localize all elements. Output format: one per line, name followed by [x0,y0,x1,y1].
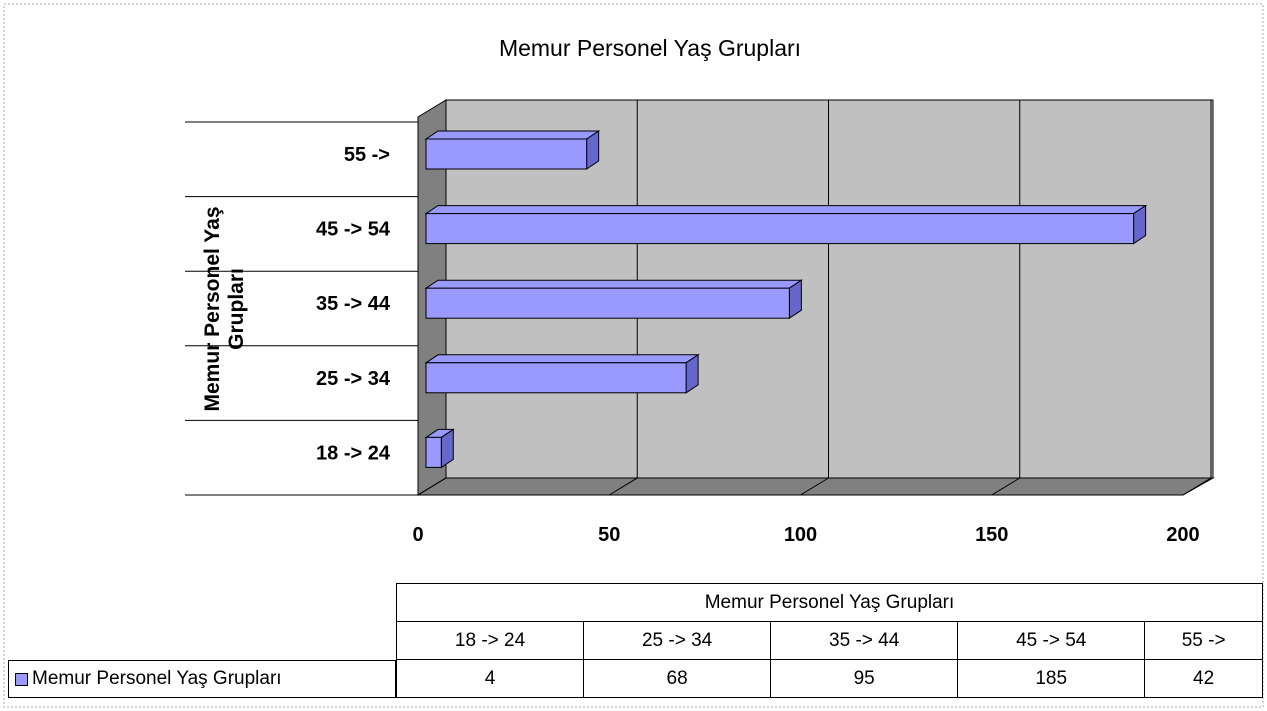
data-table: Memur Personel Yaş Grupları 18 -> 24 25 -… [395,583,1263,698]
table-title: Memur Personel Yaş Grupları [396,583,1263,622]
frame [3,3,1264,708]
grid-line-floor [417,477,447,496]
grid-line-floor [800,477,829,496]
chart-title: Memur Personel Yaş Grupları [499,35,801,61]
y-tick-label: 35 -> 44 [316,293,391,315]
y-tick-label: 18 -> 24 [316,442,391,464]
table-category: 55 -> [1144,621,1263,660]
x-tick-label: 0 [412,524,423,546]
table-category: 35 -> 44 [770,621,959,660]
y-tick-label: 45 -> 54 [316,219,391,241]
bar-top [424,130,601,140]
bar [425,138,588,170]
bar-top [424,205,1148,215]
grid-line-floor [991,477,1021,496]
bar [425,436,442,468]
table-value: 4 [395,659,585,698]
y-tick-label: 25 -> 34 [316,368,391,390]
y-axis-label: Memur Personel Yaş Grupları [201,206,248,412]
bar-top [424,279,804,289]
table-value: 185 [957,659,1146,698]
y-tick-label: 55 -> [344,144,390,166]
bar [425,213,1135,245]
x-tick-label: 50 [598,524,620,546]
table-value: 95 [770,659,959,698]
legend: Memur Personel Yaş Grupları [8,660,396,698]
table-category: 18 -> 24 [395,621,585,660]
table-value: 68 [583,659,772,698]
grid-line-floor [1182,477,1212,496]
floor [416,477,1215,496]
x-tick-label: 100 [784,524,817,546]
legend-swatch [15,672,28,686]
table-category: 45 -> 54 [957,621,1146,660]
bar [425,362,687,394]
table-value: 42 [1144,659,1263,698]
legend-label: Memur Personel Yaş Grupları [32,668,282,689]
x-tick-label: 150 [975,524,1008,546]
x-tick-label: 200 [1166,524,1199,546]
grid-line-floor [608,477,638,496]
table-category: 25 -> 34 [583,621,772,660]
bar-top [424,354,700,364]
bar [425,287,790,319]
